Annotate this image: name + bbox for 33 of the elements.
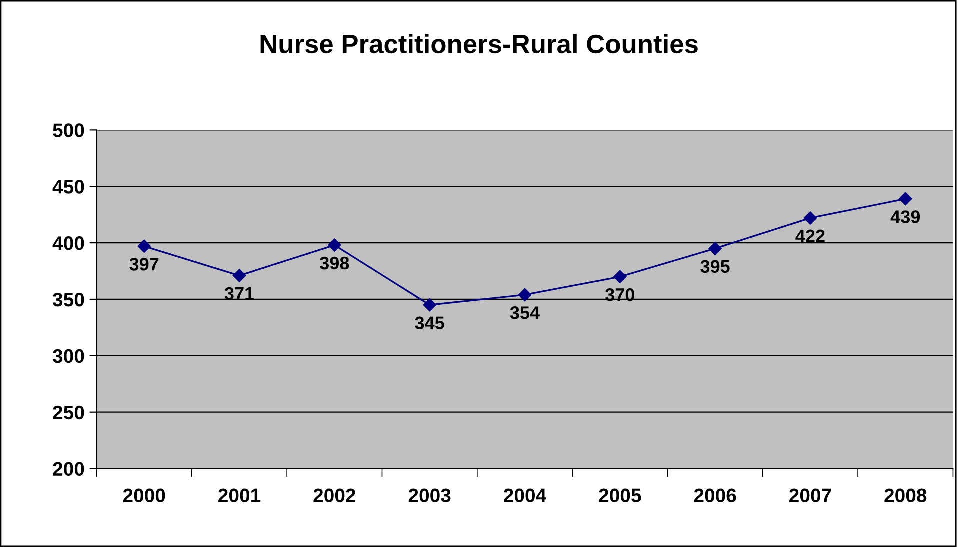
y-tick-label: 300 <box>52 349 84 364</box>
point <box>423 298 436 312</box>
data-label: 439 <box>890 210 920 224</box>
x-tick-label: 2008 <box>884 488 927 503</box>
y-tick-label: 350 <box>52 292 84 307</box>
x-tick-label: 2006 <box>694 488 736 503</box>
point <box>804 212 818 225</box>
chart-title: Nurse Practitioners-Rural Counties <box>260 34 698 54</box>
y-tick-label: 400 <box>52 236 84 250</box>
x-tick-label: 2007 <box>790 488 832 503</box>
point <box>899 192 912 206</box>
x-tick-label: 2003 <box>408 488 451 503</box>
data-label: 397 <box>130 258 159 271</box>
x-tick-label: 2001 <box>218 488 261 503</box>
point <box>328 238 342 252</box>
y-tick-label: 450 <box>52 180 84 194</box>
point <box>232 269 246 282</box>
point <box>708 242 722 256</box>
data-label: 354 <box>510 306 540 320</box>
x-tick-label: 2000 <box>123 488 166 503</box>
point <box>614 270 627 284</box>
data-label: 395 <box>700 260 730 274</box>
point <box>138 240 151 254</box>
y-tick-label: 500 <box>53 124 84 138</box>
data-label: 345 <box>415 316 444 330</box>
data-label: 398 <box>320 256 350 270</box>
y-tick-label: 200 <box>53 462 84 476</box>
x-tick-label: 2005 <box>599 488 642 503</box>
data-label: 422 <box>796 230 825 242</box>
point <box>518 288 532 302</box>
y-tick-label: 250 <box>53 406 84 420</box>
x-tick-label: 2004 <box>504 488 547 503</box>
x-tick-label: 2002 <box>314 488 356 503</box>
